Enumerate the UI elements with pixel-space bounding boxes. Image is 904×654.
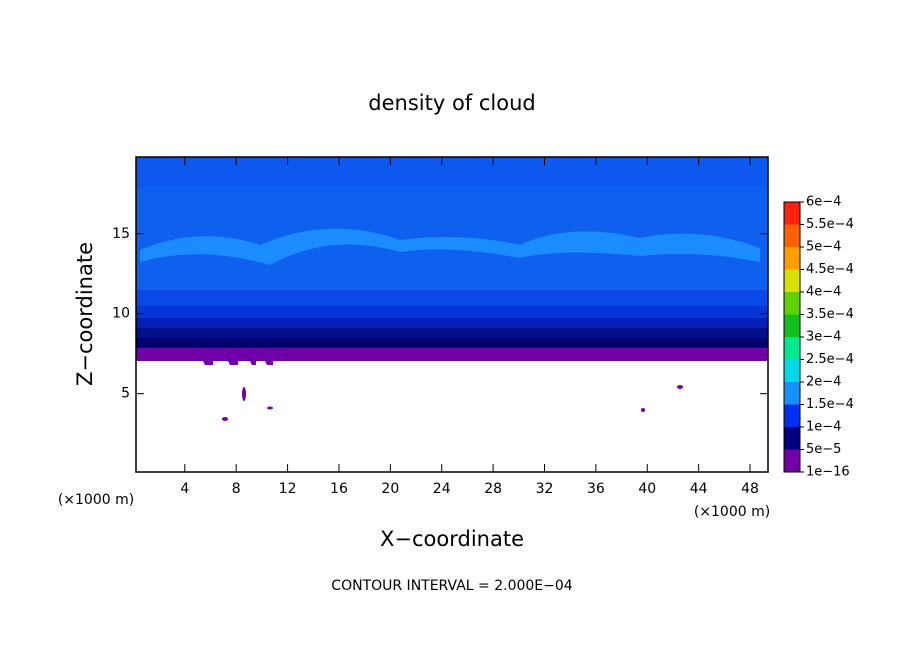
colorbar-label: 1e−4 xyxy=(806,420,841,435)
colorbar-swatch xyxy=(784,337,800,360)
x-tick-label: 4 xyxy=(180,481,189,497)
colorbar-label: 1e−16 xyxy=(806,465,850,480)
colorbar-swatch xyxy=(784,404,800,427)
colorbar-label: 3e−4 xyxy=(806,330,841,345)
x-tick-label: 12 xyxy=(279,481,297,497)
chart-title: density of cloud xyxy=(368,91,535,115)
y-tick-label: 15 xyxy=(112,226,130,242)
colorbar-swatch xyxy=(784,269,800,292)
x-unit-label: (×1000 m) xyxy=(694,504,770,520)
x-unit-label: (×1000 m) xyxy=(58,492,134,508)
x-tick-label: 24 xyxy=(433,481,451,497)
colorbar-label: 3.5e−4 xyxy=(806,307,854,322)
x-tick-label: 36 xyxy=(587,481,605,497)
colorbar-swatch xyxy=(784,224,800,247)
colorbar-label: 6e−4 xyxy=(806,195,841,210)
colorbar-label: 1.5e−4 xyxy=(806,397,854,412)
colorbar-label: 2.5e−4 xyxy=(806,352,854,367)
colorbar-swatch xyxy=(784,247,800,270)
y-tick-label: 5 xyxy=(121,386,130,402)
x-tick-label: 16 xyxy=(330,481,348,497)
x-tick-label: 48 xyxy=(741,481,759,497)
colorbar-swatch xyxy=(784,449,800,472)
contour-field xyxy=(136,157,768,472)
colorbar-label: 5.5e−4 xyxy=(806,217,854,232)
y-tick-label: 10 xyxy=(112,306,130,322)
colorbar-label: 5e−5 xyxy=(806,442,841,457)
x-tick-label: 8 xyxy=(232,481,241,497)
colorbar-swatch xyxy=(784,314,800,337)
colorbar-swatch xyxy=(784,359,800,382)
x-axis-label: X−coordinate xyxy=(380,527,524,551)
colorbar-label: 5e−4 xyxy=(806,240,841,255)
colorbar-swatch xyxy=(784,292,800,315)
x-tick-label: 32 xyxy=(536,481,554,497)
colorbar-swatch xyxy=(784,202,800,225)
colorbar-label: 2e−4 xyxy=(806,375,841,390)
x-tick-label: 28 xyxy=(484,481,502,497)
colorbar-label: 4e−4 xyxy=(806,285,841,300)
footnote: CONTOUR INTERVAL = 2.000E−04 xyxy=(331,578,572,594)
colorbar-label: 4.5e−4 xyxy=(806,262,854,277)
plot-frame xyxy=(135,156,769,473)
x-tick-label: 20 xyxy=(381,481,399,497)
y-axis-label: Z−coordinate xyxy=(73,242,97,386)
x-tick-label: 44 xyxy=(690,481,708,497)
x-tick-label: 40 xyxy=(638,481,656,497)
colorbar-swatch xyxy=(784,427,800,450)
colorbar-swatch xyxy=(784,382,800,405)
